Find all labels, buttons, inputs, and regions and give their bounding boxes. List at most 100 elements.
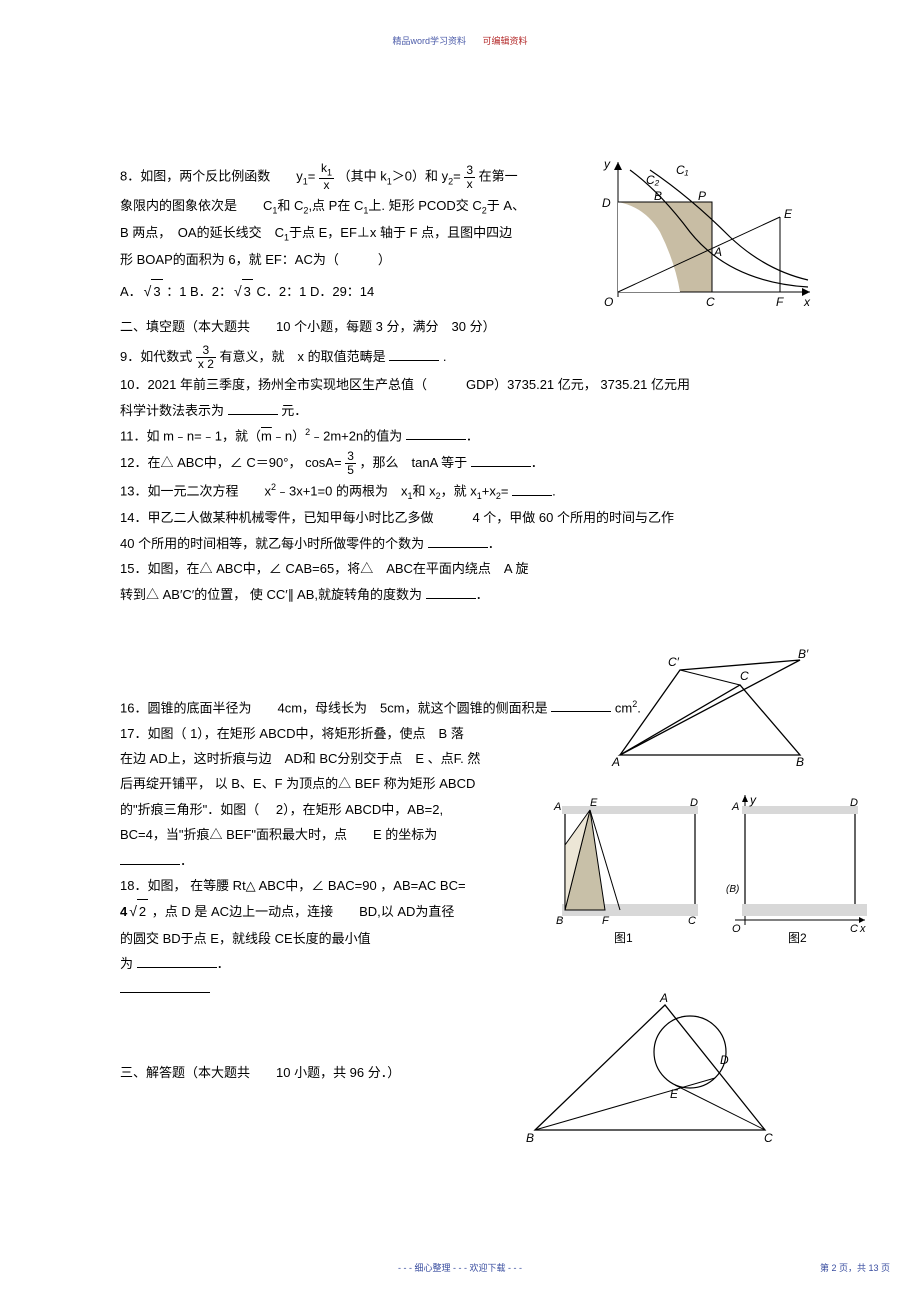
- svg-text:C₁: C₁: [676, 163, 689, 177]
- q8-f2d: x: [464, 178, 475, 191]
- q8-l2a: 象限内的图象依次是 C: [120, 198, 272, 213]
- q11-ov: m: [261, 428, 272, 443]
- q17-l4: 的"折痕三角形"．如图（ 2），在矩形 ABCD中，AB=2,: [120, 798, 550, 821]
- q12-d: 5: [345, 464, 356, 477]
- q8-l2c: ,点 P在 C: [308, 198, 363, 213]
- q13-e: +x: [482, 484, 496, 499]
- svg-text:y: y: [749, 793, 757, 807]
- svg-text:C: C: [706, 295, 715, 309]
- header-part2: 可编辑资料: [483, 36, 528, 46]
- q8-frac1: k1x: [319, 162, 334, 192]
- q11-blank: [406, 439, 466, 440]
- svg-text:O: O: [732, 923, 741, 935]
- q11-b: ﹣n）: [272, 428, 305, 443]
- svg-text:C₂: C₂: [646, 173, 660, 187]
- q13-b: ﹣3x+1=0 的两根为 x: [276, 484, 408, 499]
- q9-blank: [389, 360, 439, 361]
- q8-mid1: （其中 k: [338, 169, 387, 184]
- q9-dot: .: [443, 349, 447, 364]
- svg-text:O: O: [604, 295, 613, 309]
- svg-text:P: P: [698, 189, 706, 203]
- q8-figure: y C₁ C₂ D B P E A O C F x: [590, 152, 820, 314]
- q15-figure: A B C C′ B′: [590, 630, 820, 770]
- svg-text:D: D: [850, 797, 858, 809]
- q12-dot: ．: [531, 455, 544, 470]
- q17-l1: 17．如图（ 1），在矩形 ABCD中，将矩形折叠，使点 B 落: [120, 722, 550, 745]
- q9-b: 有意义，就 x 的取值范畴是: [220, 349, 386, 364]
- svg-text:B: B: [556, 915, 563, 927]
- q17-block: 17．如图（ 1），在矩形 ABCD中，将矩形折叠，使点 B 落 在边 AD上，…: [120, 722, 550, 872]
- q15-blank: [426, 598, 476, 599]
- q8-l2e: 于 A、: [487, 198, 525, 213]
- q17-l3: 后再绽开铺平， 以 B、E、F 为顶点的△ BEF 称为矩形 ABCD: [120, 772, 550, 795]
- svg-text:B: B: [526, 1131, 534, 1145]
- q8-eq: =: [308, 169, 316, 184]
- q14-l2: 40 个所用的时间相等，就乙每小时所做零件的个数为: [120, 536, 424, 551]
- q9-frac: 3x 2: [196, 344, 216, 371]
- q18-blank: [137, 967, 217, 968]
- q8-f2n: 3: [464, 164, 475, 178]
- q8-block: 8．如图，两个反比例函数 y1= k1x （其中 k1＞0）和 y2= 3x 在…: [120, 162, 550, 305]
- svg-text:A: A: [659, 991, 668, 1005]
- q10-blank: [228, 414, 278, 415]
- svg-text:(B): (B): [726, 884, 739, 895]
- q8-l2d: 上. 矩形 PCOD交 C: [368, 198, 481, 213]
- svg-text:B: B: [796, 755, 804, 769]
- q18-l3: 的圆交 BD于点 E，就线段 CE长度的最小值: [120, 927, 550, 950]
- q13-a: 13．如一元二次方程 x: [120, 484, 271, 499]
- q8-l3: B 两点， OA的延长线交 C: [120, 225, 284, 240]
- q15-dot: ．: [476, 587, 489, 602]
- section2-heading: 二、填空题（本大题共 10 个小题，每题 3 分，满分 30 分）: [120, 315, 800, 338]
- q17-blank: [120, 864, 180, 865]
- svg-text:E: E: [670, 1087, 679, 1101]
- svg-text:E: E: [590, 797, 598, 809]
- q18-block: 18．如图， 在等腰 Rt△ ABC中，∠ BAC=90 ，AB=AC BC= …: [120, 874, 550, 1001]
- svg-text:C: C: [688, 915, 696, 927]
- q10-l2b: 元．: [281, 403, 307, 418]
- q15-block: 15．如图，在△ ABC中，∠ CAB=65，将△ ABC在平面内绕点 A 旋 …: [120, 557, 550, 606]
- q8-f1ns: 1: [327, 167, 332, 177]
- q13-c: 和 x: [413, 484, 436, 499]
- q8-f1d: x: [319, 179, 334, 192]
- header-part1: 精品word学习资料: [392, 36, 466, 46]
- header-watermark: 精品word学习资料 可编辑资料: [0, 34, 920, 47]
- q13-f: =: [501, 484, 509, 499]
- q8-frac2: 3x: [464, 164, 475, 191]
- svg-text:x: x: [803, 295, 811, 309]
- q9-d: x 2: [196, 358, 216, 371]
- q8-l3b: 于点 E，EF⊥x 轴于 F 点，且图中四边: [289, 225, 512, 240]
- q17-dot: ．: [180, 853, 193, 868]
- q8-m1b: ＞0）和 y: [392, 169, 448, 184]
- q14-blank: [428, 547, 488, 548]
- q17-l5: BC=4，当"折痕△ BEF"面积最大时，点 E 的坐标为: [120, 823, 550, 846]
- q12-a: 12．在△ ABC中，∠ C＝90°， cosA=: [120, 455, 342, 470]
- svg-text:C: C: [850, 923, 858, 935]
- svg-text:A: A: [611, 755, 620, 769]
- svg-text:图1: 图1: [614, 931, 633, 945]
- svg-text:D: D: [720, 1053, 729, 1067]
- svg-text:A: A: [553, 801, 561, 813]
- svg-text:D: D: [690, 797, 698, 809]
- q8-l4: 形 BOAP的面积为 6，就 EF：AC为（ ）: [120, 248, 550, 271]
- q15-l2: 转到△ AB′C′的位置， 使 CC′∥ AB,就旋转角的度数为: [120, 587, 422, 602]
- svg-text:x: x: [859, 923, 866, 935]
- q12-n: 3: [345, 450, 356, 464]
- q18-l2b: ，点 D 是 AC边上一动点，连接 BD,以 AD为直径: [152, 904, 455, 919]
- q14-dot: ．: [488, 536, 501, 551]
- q9-a: 9．如代数式: [120, 349, 192, 364]
- svg-text:F: F: [776, 295, 784, 309]
- q18-figure: A D E B C: [520, 990, 780, 1150]
- svg-text:B′: B′: [798, 647, 809, 661]
- q8-l1a: 8．如图，两个反比例函数 y: [120, 169, 303, 184]
- q8-r3a: 3: [151, 279, 162, 303]
- q13-d: ，就 x: [441, 484, 477, 499]
- q18-l4: 为: [120, 956, 133, 971]
- q11-c: ﹣2m+2n的值为: [310, 428, 402, 443]
- q8-t1: 在第一: [479, 169, 518, 184]
- svg-text:E: E: [784, 207, 793, 221]
- q8-l2b: 和 C: [277, 198, 303, 213]
- q11-a: 11．如 m﹣n=﹣1，就（: [120, 428, 261, 443]
- svg-text:y: y: [603, 157, 611, 171]
- q8-r3b: 3: [242, 279, 253, 303]
- footer-center: - - - 细心整理 - - - 欢迎下载 - - -: [0, 1261, 920, 1274]
